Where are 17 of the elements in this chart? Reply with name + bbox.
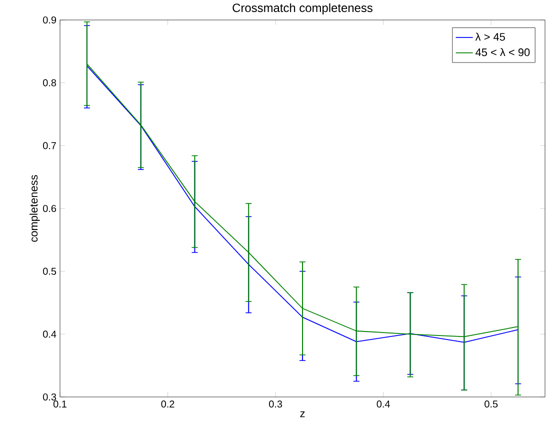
- y-tick-label: 0.5: [43, 268, 56, 275]
- legend-label: λ > 45: [475, 32, 505, 41]
- y-tick-label: 0.7: [43, 142, 56, 150]
- y-axis-title: completeness: [30, 175, 40, 242]
- x-tick-label: 0.2: [161, 400, 174, 408]
- legend-label: 45 < λ < 90: [476, 48, 530, 56]
- y-tick-label: 0.6: [43, 204, 56, 212]
- y-tick-label: 0.8: [43, 79, 56, 86]
- y-tick-label: 0.9: [43, 16, 56, 24]
- chart-title: Crossmatch completeness: [232, 3, 372, 14]
- y-tick-label: 0.3: [43, 393, 56, 401]
- x-tick-label: 0.1: [53, 400, 66, 408]
- x-tick-label: 0.5: [484, 400, 498, 408]
- y-tick-label: 0.4: [43, 330, 56, 338]
- x-axis-title: z: [300, 411, 305, 418]
- x-tick-label: 0.4: [376, 400, 390, 408]
- x-tick-label: 0.3: [269, 400, 282, 408]
